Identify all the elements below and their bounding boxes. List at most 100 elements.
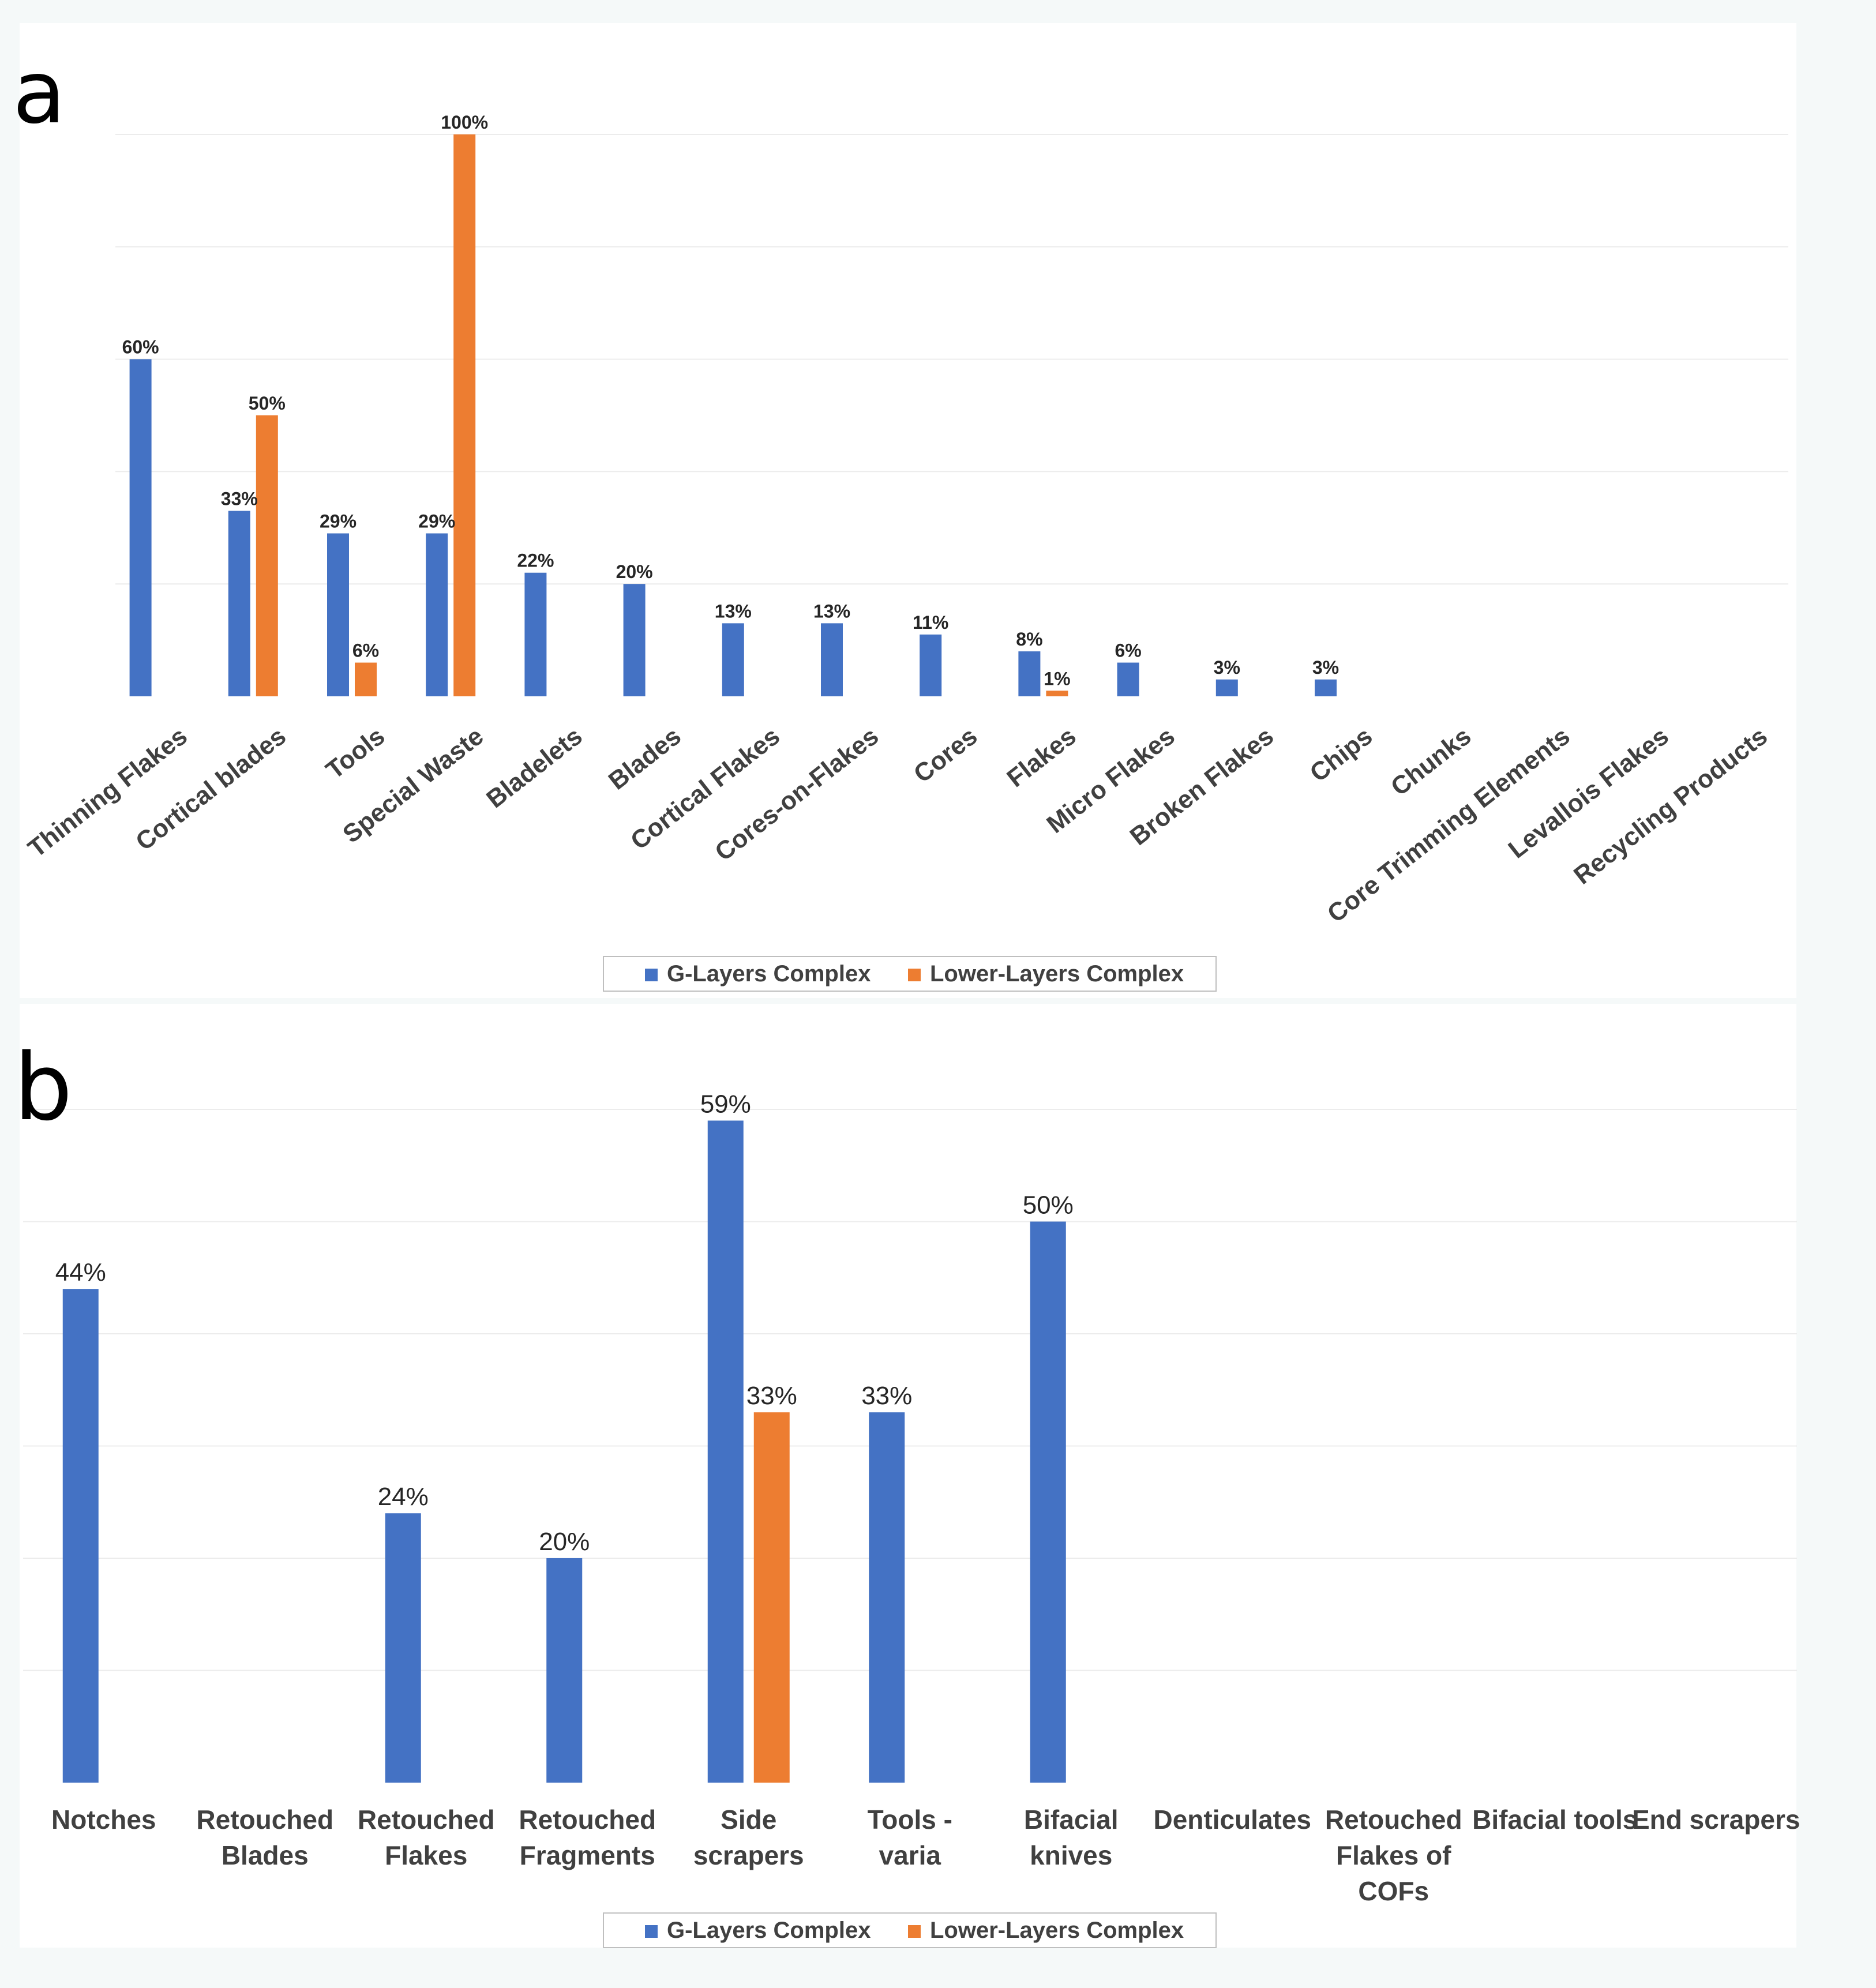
data-label-tools-varia-g-layers-complex: 33%: [861, 1382, 912, 1410]
panel-a-gridlines: [115, 134, 1788, 585]
bar-special-waste-lower-layers-complex: [453, 134, 476, 696]
data-label-notches-g-layers-complex: 44%: [55, 1258, 106, 1286]
data-label-cores-on-flakes-g-layers-complex: 13%: [813, 601, 850, 621]
bar-micro-flakes-g-layers-complex: [1117, 662, 1139, 696]
data-label-cores-g-layers-complex: 11%: [913, 612, 948, 633]
panel-b-legend-label-lower-layers: Lower-Layers Complex: [930, 1918, 1184, 1943]
panel-a-legend: G-Layers Complex Lower-Layers Complex: [603, 956, 1217, 992]
category-label-line: Bifacial tools: [1472, 1805, 1637, 1835]
data-label-bladelets-g-layers-complex: 22%: [517, 550, 554, 571]
data-label-retouched-flakes-g-layers-complex: 24%: [378, 1483, 429, 1511]
category-label-denticulates: Denticulates: [1153, 1805, 1311, 1835]
bar-side-scrapers-lower-layers-complex: [753, 1412, 790, 1783]
panel-a-background: [20, 23, 1796, 998]
bar-bladelets-g-layers-complex: [524, 572, 547, 696]
panel-b-gridlines: [23, 1109, 1797, 1671]
data-label-side-scrapers-g-layers-complex: 59%: [700, 1090, 751, 1118]
data-label-chips-g-layers-complex: 3%: [1312, 657, 1339, 678]
panel-b-bars: [62, 1120, 1066, 1783]
category-label-line: Denticulates: [1153, 1805, 1311, 1835]
category-label-line: Blades: [222, 1840, 309, 1870]
category-label-line: Retouched: [519, 1805, 656, 1835]
data-label-flakes-lower-layers-complex: 1%: [1044, 668, 1070, 689]
category-label-line: Retouched: [1325, 1805, 1462, 1835]
data-label-special-waste-g-layers-complex: 29%: [418, 511, 455, 532]
panel-a-legend-swatch-g-layers: [645, 969, 658, 981]
category-label-line: Retouched: [358, 1805, 495, 1835]
data-label-bifacial-knives-g-layers-complex: 50%: [1023, 1191, 1074, 1220]
data-label-thinning-flakes-g-layers-complex: 60%: [122, 337, 159, 358]
category-label-line: Fragments: [520, 1840, 655, 1870]
bar-cores-g-layers-complex: [920, 634, 942, 696]
panel-b-legend-swatch-lower-layers: [908, 1925, 921, 1938]
bar-retouched-fragments-g-layers-complex: [546, 1558, 583, 1783]
category-label-end-scrapers: End scrapers: [1632, 1805, 1800, 1835]
data-label-tools-lower-layers-complex: 6%: [352, 640, 379, 661]
category-label-retouched-flakes: Retouched Flakes: [358, 1805, 495, 1870]
bar-cortical-flakes-g-layers-complex: [722, 623, 744, 696]
data-label-cortical-flakes-g-layers-complex: 13%: [715, 601, 752, 621]
bar-chips-g-layers-complex: [1315, 679, 1337, 696]
category-label-line: scrapers: [693, 1840, 804, 1870]
data-label-cortical-blades-g-layers-complex: 33%: [221, 489, 258, 509]
category-label-line: Retouched: [196, 1805, 333, 1835]
category-label-bifacial-tools: Bifacial tools: [1472, 1805, 1637, 1835]
data-label-special-waste-lower-layers-complex: 100%: [441, 112, 488, 133]
bar-cores-on-flakes-g-layers-complex: [821, 623, 843, 696]
category-label-line: varia: [879, 1840, 941, 1870]
panel-b-background: [20, 1004, 1796, 1948]
category-label-bifacial-knives: Bifacial knives: [1024, 1805, 1119, 1870]
bar-bifacial-knives-g-layers-complex: [1030, 1221, 1066, 1783]
category-label-tools-varia: Tools - varia: [868, 1805, 952, 1870]
bar-retouched-flakes-g-layers-complex: [385, 1513, 421, 1783]
panel-a-data-labels: 60% 33% 50% 29% 6% 29% 100% 22% 20% 13% 13% 11% 8%1%…: [122, 112, 1340, 689]
data-label-side-scrapers-lower-layers-complex: 33%: [746, 1382, 797, 1410]
data-label-broken-flakes-g-layers-complex: 3%: [1214, 657, 1240, 678]
bar-flakes-g-layers-complex: [1018, 651, 1041, 696]
panel-a-legend-label-g-layers: G-Layers Complex: [667, 961, 871, 987]
panel-b-letter: b: [14, 1033, 73, 1141]
panel-a-chart: 60% 33% 50% 29% 6% 29% 100% 22% 20% 13% 13% 11% 8%1%…: [13, 23, 1796, 998]
bar-blades-g-layers-complex: [623, 584, 646, 696]
bar-tools-g-layers-complex: [327, 533, 349, 696]
category-label-retouched-flakes-of-cofs: Retouched Flakes of COFs: [1325, 1805, 1462, 1906]
bar-cortical-blades-g-layers-complex: [228, 511, 250, 696]
bar-special-waste-g-layers-complex: [426, 533, 448, 696]
category-label-retouched-fragments: Retouched Fragments: [519, 1805, 656, 1870]
panel-a-letter: a: [13, 43, 66, 143]
bar-tools-lower-layers-complex: [355, 662, 377, 696]
panel-b-legend: G-Layers Complex Lower-Layers Complex: [603, 1912, 1217, 1948]
category-label-line: knives: [1030, 1840, 1112, 1870]
category-label-line: Bifacial: [1024, 1805, 1119, 1835]
data-label-cortical-blades-lower-layers-complex: 50%: [249, 393, 286, 414]
category-label-line: COFs: [1358, 1876, 1429, 1906]
panel-b-data-labels: 44% 24% 20% 59% 33% 33% 50%: [55, 1090, 1074, 1556]
data-label-blades-g-layers-complex: 20%: [616, 561, 653, 582]
panel-a-legend-label-lower-layers: Lower-Layers Complex: [930, 961, 1184, 987]
panel-b-legend-label-g-layers: G-Layers Complex: [667, 1918, 871, 1943]
category-label-notches: Notches: [51, 1805, 156, 1835]
panel-a-bars: [129, 134, 1337, 696]
panel-a-legend-swatch-lower-layers: [908, 969, 921, 981]
category-label-side-scrapers: Side scrapers: [693, 1805, 804, 1870]
category-label-line: Flakes of: [1336, 1840, 1451, 1870]
data-label-flakes-g-layers-complex: 8%: [1016, 629, 1042, 650]
category-label-line: Tools -: [868, 1805, 952, 1835]
category-label-line: Flakes: [385, 1840, 467, 1870]
category-label-retouched-blades: Retouched Blades: [196, 1805, 333, 1870]
data-label-retouched-fragments-g-layers-complex: 20%: [539, 1528, 590, 1556]
bar-cortical-blades-lower-layers-complex: [256, 415, 278, 696]
bar-tools-varia-g-layers-complex: [869, 1412, 905, 1783]
bar-flakes-lower-layers-complex: [1046, 691, 1068, 696]
category-label-line: Notches: [51, 1805, 156, 1835]
bar-thinning-flakes-g-layers-complex: [129, 359, 152, 696]
panel-b-legend-swatch-g-layers: [645, 1925, 658, 1938]
bar-broken-flakes-g-layers-complex: [1215, 679, 1238, 696]
data-label-micro-flakes-g-layers-complex: 6%: [1115, 640, 1141, 661]
category-label-line: End scrapers: [1632, 1805, 1800, 1835]
category-label-line: Side: [721, 1805, 776, 1835]
data-label-tools-g-layers-complex: 29%: [320, 511, 357, 532]
panel-b-chart: 44% 24% 20% 59% 33% 33% 50% Notches Retouched Bl…: [14, 1004, 1800, 1948]
